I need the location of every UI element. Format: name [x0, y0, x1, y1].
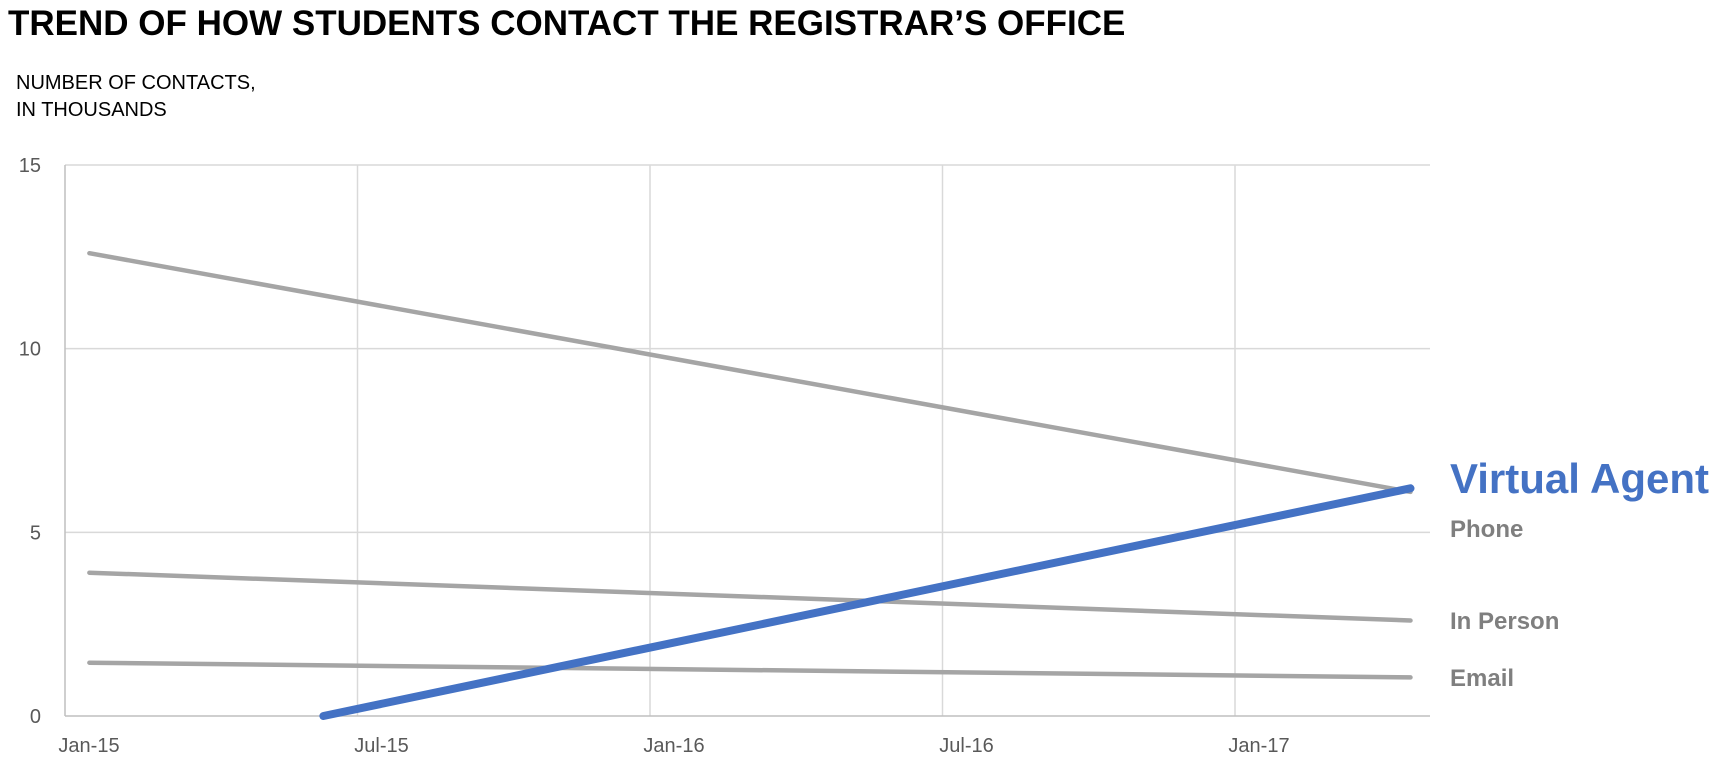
series-line-in-person	[87, 570, 1413, 623]
axes	[64, 165, 1430, 717]
series-label-in-person: In Person	[1450, 608, 1559, 635]
tick-labels: 0 5 10 15 Jan-15 Jul-15 Jan-16 Jul-16 Jan-17	[19, 155, 1290, 757]
y-tick-label-0: 0	[30, 706, 41, 728]
x-tick-label-jan-15: Jan-15	[58, 735, 119, 757]
y-tick-label-15: 15	[19, 155, 41, 177]
x-tick-label-jul-15: Jul-15	[354, 735, 408, 757]
series-labels: Virtual Agent Phone In Person Email	[1450, 455, 1709, 692]
x-tick-label-jan-16: Jan-16	[643, 735, 704, 757]
y-tick-label-10: 10	[19, 339, 41, 361]
series-label-email: Email	[1450, 665, 1514, 692]
series-lines	[87, 250, 1415, 720]
x-tick-label-jul-16: Jul-16	[939, 735, 993, 757]
y-axis-label-line-1: NUMBER OF CONTACTS,	[16, 72, 256, 94]
x-tick-label-jan-17: Jan-17	[1228, 735, 1289, 757]
chart-title: TREND OF HOW STUDENTS CONTACT THE REGIST…	[8, 4, 1126, 43]
series-line-phone	[87, 250, 1413, 495]
series-line-email	[87, 660, 1413, 680]
grid	[65, 164, 1430, 716]
series-label-virtual-agent: Virtual Agent	[1450, 455, 1709, 502]
y-tick-label-5: 5	[30, 522, 41, 544]
y-axis-label: NUMBER OF CONTACTS, IN THOUSANDS	[16, 70, 256, 124]
series-label-phone: Phone	[1450, 516, 1523, 543]
y-axis-label-line-2: IN THOUSANDS	[16, 99, 167, 121]
series-line-virtual-agent	[319, 484, 1415, 720]
